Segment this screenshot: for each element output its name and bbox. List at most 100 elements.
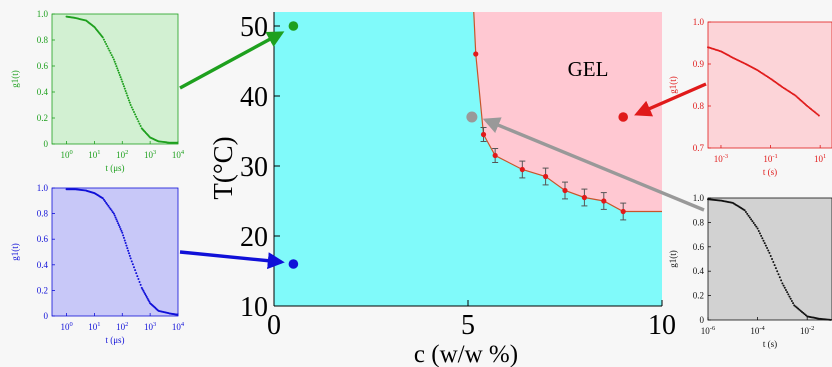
inset-data-point [771, 258, 774, 260]
inset-data-point [743, 209, 746, 212]
x-tick-label: 5 [461, 310, 475, 341]
inset-data-point [773, 264, 776, 267]
inset-data-point [109, 51, 112, 54]
inset-data-point [108, 206, 111, 209]
inset-y-tick-label: 0 [44, 311, 49, 321]
inset-y-tick-label: 0.6 [37, 234, 49, 244]
inset-data-point [778, 276, 781, 279]
inset-data-point [101, 36, 104, 39]
inset-data-point [131, 263, 134, 266]
inset-data-point [768, 251, 771, 254]
inset-data-point [145, 296, 148, 299]
inset-data-point [764, 244, 767, 247]
inset-data-point [109, 207, 112, 210]
inset-data-point [117, 71, 120, 74]
inset-data-point [119, 76, 122, 79]
inset-data-point [766, 247, 769, 250]
inset-data-point [132, 266, 135, 269]
inset-data-point [136, 118, 139, 121]
boundary-point [543, 173, 549, 180]
boundary-point [492, 152, 498, 159]
boundary-point [480, 131, 487, 138]
inset-y-tick-label: 0.4 [37, 87, 49, 97]
inset-data-point [763, 242, 766, 245]
inset-data-point [817, 114, 820, 117]
inset-data-point [106, 203, 109, 206]
inset-data-point [127, 249, 130, 252]
inset-y-tick-label: 0.9 [693, 59, 705, 69]
inset-x-tick-label: 101 [88, 321, 100, 332]
inset-x-tick-label: 10-3 [714, 153, 728, 164]
inset-data-point [762, 239, 765, 242]
inset-y-tick-label: 0.2 [37, 285, 48, 295]
inset-data-point [104, 40, 107, 43]
inset-data-point [112, 212, 115, 215]
inset-data-point [148, 300, 151, 303]
inset-data-point [758, 232, 761, 235]
inset-y-tick-label: 0.2 [693, 291, 704, 301]
inset-x-tick-label: 10-4 [750, 325, 765, 336]
inset-data-point [126, 247, 129, 250]
inset-data-point [111, 211, 114, 214]
inset-data-point [117, 222, 120, 225]
inset-data-point [110, 54, 113, 57]
inset-data-point [124, 242, 127, 245]
inset-data-point [122, 82, 125, 85]
inset-data-point [123, 87, 126, 90]
gel-region-label: GEL [568, 57, 609, 81]
inset-data-point [786, 291, 789, 294]
inset-data-point [129, 104, 132, 106]
inset-data-point [119, 227, 122, 230]
main-y-axis-label: T(°C) [208, 136, 238, 199]
inset-y-tick-label: 1.0 [37, 183, 49, 193]
inset-data-point [113, 60, 116, 63]
inset-data-point [101, 197, 104, 200]
inset-data-point [104, 200, 107, 203]
inset-x-axis-label: t (s) [763, 167, 777, 177]
inset-data-point [774, 267, 777, 270]
inset-data-point [128, 101, 131, 104]
inset-data-point [761, 237, 764, 240]
inset-data-point [176, 313, 179, 316]
inset-data-point [110, 209, 113, 212]
inset-data-point [108, 49, 111, 52]
inset-data-point [131, 108, 134, 111]
inset-x-axis-label: t (μs) [105, 335, 124, 345]
inset-data-point [123, 239, 126, 242]
inset-y-axis-label: g1(t) [10, 70, 20, 88]
inset-data-point [132, 111, 135, 114]
inset-y-tick-label: 0.2 [37, 113, 48, 123]
inset-data-point [789, 297, 792, 300]
inset-y-axis-label: g1(t) [668, 250, 678, 268]
green-marker [288, 21, 299, 31]
inset-data-point [792, 302, 795, 305]
inset-y-tick-label: 0.8 [693, 217, 705, 227]
inset-data-point [116, 67, 119, 70]
inset-data-point [746, 212, 749, 215]
boundary-point [519, 166, 525, 173]
inset-data-point [130, 260, 133, 263]
inset-x-tick-label: 101 [814, 153, 826, 164]
boundary-point [473, 51, 479, 57]
inset-data-point [147, 299, 150, 302]
gray-marker [466, 111, 478, 123]
inset-data-point [128, 254, 131, 257]
inset-data-point [748, 216, 751, 219]
inset-data-point [754, 223, 757, 226]
inset-x-tick-label: 100 [60, 321, 72, 332]
inset-x-tick-label: 101 [88, 149, 100, 160]
inset-gray-correlation: 0 0.2 0.4 0.6 0.8 1.0 10-6 10-4 10-2 t (s) g1(t) [668, 193, 832, 349]
inset-x-tick-label: 102 [116, 321, 128, 332]
inset-data-point [121, 80, 124, 83]
boundary-point [562, 187, 568, 194]
inset-data-point [102, 38, 105, 41]
inset-x-tick-label: 100 [60, 149, 72, 160]
inset-y-tick-label: 0.4 [37, 260, 49, 270]
inset-data-point [118, 226, 121, 229]
inset-data-point [135, 115, 138, 118]
gray-arrow [482, 117, 705, 212]
y-tick-label: 40 [240, 82, 268, 113]
inset-data-point [783, 286, 786, 289]
x-tick-label: 0 [267, 310, 281, 341]
